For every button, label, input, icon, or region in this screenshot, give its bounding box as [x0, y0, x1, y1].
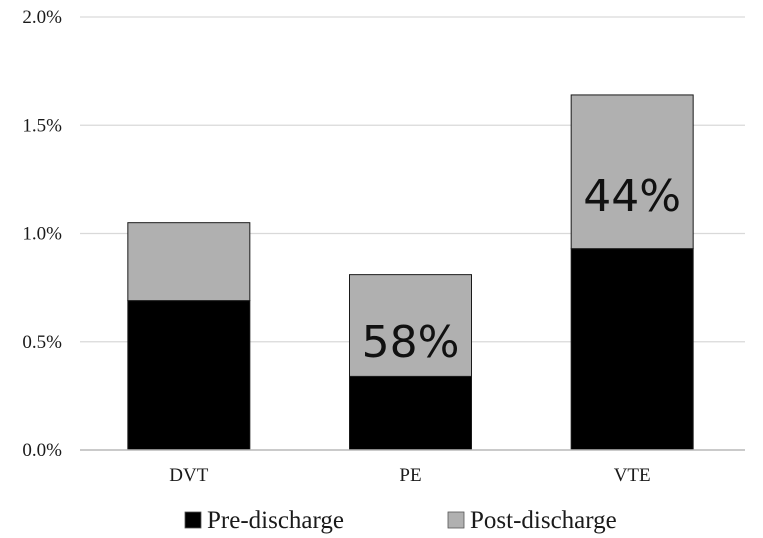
y-tick-label: 0.5% — [22, 332, 62, 353]
annotation-vte: 44% — [583, 171, 681, 222]
legend-swatch-post-discharge — [447, 511, 465, 529]
bar-vte-pre-discharge — [570, 248, 694, 451]
bar-dvt-post-discharge — [127, 222, 251, 302]
bar-vte-post-discharge — [570, 94, 694, 250]
y-tick-label: 2.0% — [22, 7, 62, 28]
x-axis-categories: DVT PE VTE — [169, 465, 650, 486]
legend-swatch-pre-discharge — [184, 511, 202, 529]
annotation-pe: 58% — [362, 317, 460, 368]
legend: Pre-discharge Post-discharge — [184, 507, 617, 534]
bar-pe-post-discharge — [349, 274, 472, 377]
x-tick-label: VTE — [614, 465, 651, 486]
x-tick-label: PE — [399, 465, 421, 486]
y-tick-label: 0.0% — [22, 440, 62, 461]
y-axis-ticks: 0.0% 0.5% 1.0% 1.5% 2.0% — [22, 7, 62, 461]
bar-dvt-pre-discharge — [127, 300, 251, 451]
bars — [127, 94, 694, 451]
legend-label: Pre-discharge — [207, 507, 344, 534]
bar-pe-pre-discharge — [349, 375, 472, 451]
x-tick-label: DVT — [169, 465, 208, 486]
y-tick-label: 1.5% — [22, 115, 62, 136]
annotations: 58% 44% — [362, 171, 681, 368]
y-tick-label: 1.0% — [22, 224, 62, 245]
legend-label: Post-discharge — [470, 507, 617, 534]
